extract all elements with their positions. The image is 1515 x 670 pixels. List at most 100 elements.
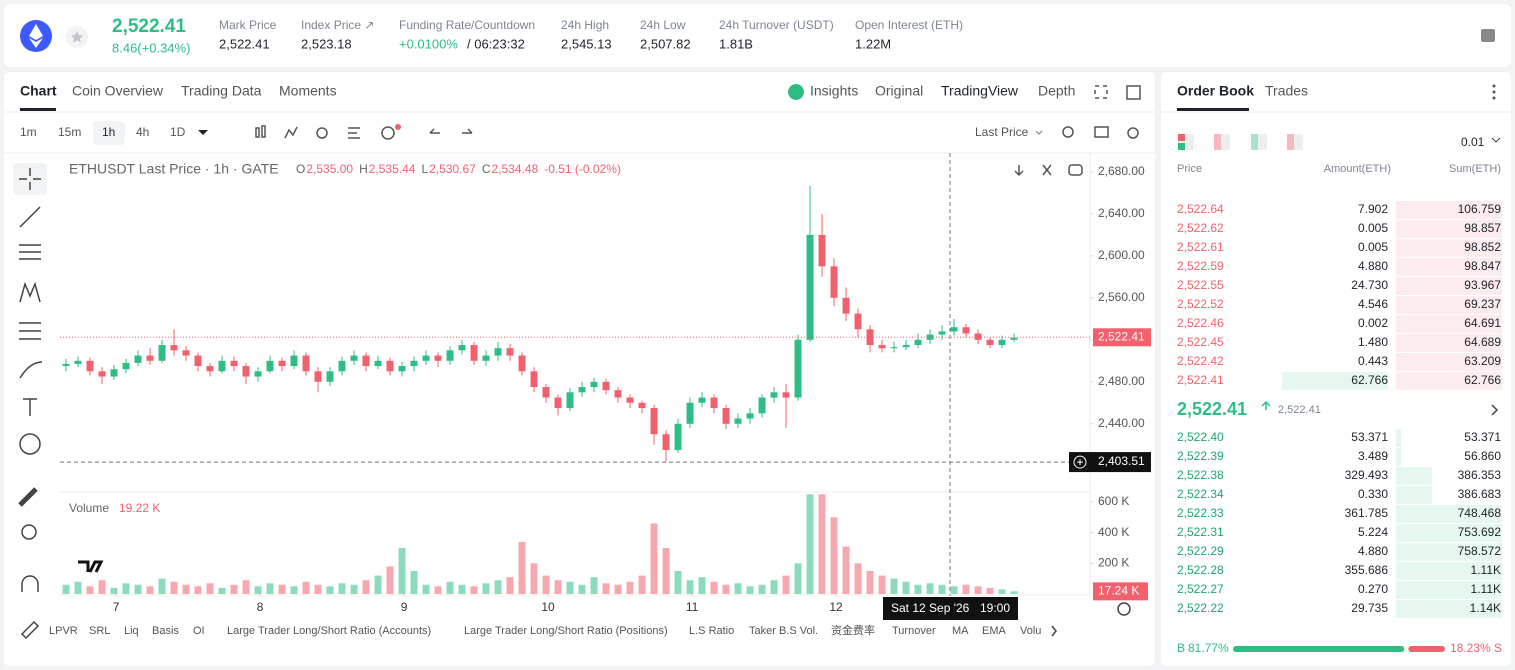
emoji-tool[interactable]: [19, 433, 41, 455]
pattern-tool[interactable]: [19, 281, 41, 303]
indicator[interactable]: Large Trader Long/Short Ratio (Positions…: [464, 625, 668, 637]
crosshair-plus[interactable]: [1073, 455, 1087, 469]
magnet-tool[interactable]: [21, 575, 39, 592]
crosshair-price: 2,403.51: [1098, 454, 1145, 468]
volume-bar: [926, 583, 934, 594]
view-tab[interactable]: Original: [875, 83, 923, 99]
ohlc-legend: 2,535.44: [369, 162, 416, 176]
indicator[interactable]: SRL: [89, 625, 110, 637]
zoom-tool[interactable]: [21, 524, 37, 540]
indicator[interactable]: Turnover: [892, 625, 936, 637]
window-icon[interactable]: [1126, 85, 1141, 100]
line-tool[interactable]: [19, 206, 41, 228]
interval[interactable]: 1D: [170, 125, 186, 139]
camera-icon[interactable]: [1094, 126, 1109, 138]
ruler-tool[interactable]: [18, 487, 38, 507]
gear-icon[interactable]: [1127, 127, 1139, 139]
tab[interactable]: Trading Data: [181, 83, 262, 99]
candle-icon[interactable]: [255, 127, 260, 138]
ob-sum: 98.852: [1464, 240, 1501, 254]
settings-icon[interactable]: [1481, 29, 1495, 42]
edit-tool[interactable]: [20, 620, 40, 640]
candle-body: [146, 355, 154, 361]
buy-ratio: 81.77%: [1188, 641, 1229, 655]
add-icon[interactable]: [381, 126, 395, 140]
interval[interactable]: 1m: [20, 125, 37, 139]
precision-caret[interactable]: [1491, 137, 1501, 143]
indicator[interactable]: Volu: [1020, 625, 1041, 637]
tab[interactable]: Moments: [279, 83, 337, 99]
axis-settings[interactable]: [1117, 602, 1131, 616]
interval[interactable]: 1h: [102, 125, 115, 139]
scroll-icon[interactable]: [1014, 165, 1024, 177]
candle-body: [734, 418, 742, 424]
ob-amount: 0.005: [1358, 240, 1388, 254]
crosshair-tool[interactable]: [19, 168, 41, 190]
dropdown-caret[interactable]: [198, 130, 208, 135]
volume-tick-label: 400 K: [1098, 525, 1129, 539]
chart-panel: [4, 72, 1155, 666]
scroll-right[interactable]: [1051, 625, 1057, 637]
volume-bar: [410, 570, 418, 594]
indicator[interactable]: Large Trader Long/Short Ratio (Accounts): [227, 625, 431, 637]
indicator[interactable]: L.S Ratio: [689, 625, 734, 637]
volume-bar: [578, 584, 586, 594]
position-tool[interactable]: [19, 322, 41, 340]
tab[interactable]: Coin Overview: [72, 83, 164, 99]
volume-value: 19.22 K: [119, 501, 160, 515]
candle-body: [602, 381, 610, 391]
indicator[interactable]: MA: [952, 625, 969, 637]
ob-sum: 69.237: [1464, 297, 1501, 311]
more-arrow[interactable]: [1491, 404, 1499, 416]
ob-sum: 1.14K: [1470, 601, 1501, 615]
indicator[interactable]: Taker B.S Vol.: [749, 625, 818, 637]
indicator[interactable]: 资金费率: [831, 623, 875, 637]
stat-value: / 06:23:32: [467, 36, 525, 51]
ob-amount: 0.002: [1358, 316, 1388, 330]
ob-amount: 53.371: [1351, 430, 1388, 444]
view-tab[interactable]: TradingView: [941, 83, 1019, 99]
candle-body: [458, 345, 466, 351]
indicator[interactable]: OI: [193, 625, 205, 637]
candle-body: [206, 366, 214, 372]
sell-ratio: 18.23%: [1450, 641, 1491, 655]
indicator-icon[interactable]: [284, 126, 298, 139]
reset-icon[interactable]: [1068, 164, 1083, 176]
indicator[interactable]: Basis: [152, 625, 179, 637]
price-type[interactable]: Last Price: [975, 125, 1029, 139]
amount-bar: [1282, 372, 1388, 390]
ob-tab[interactable]: Trades: [1265, 83, 1308, 99]
volume-bar: [866, 570, 874, 594]
interval[interactable]: 4h: [136, 125, 149, 139]
refresh-icon[interactable]: [316, 127, 328, 139]
interval[interactable]: 15m: [58, 125, 81, 139]
depth-bar: [1396, 239, 1502, 257]
redo-icon[interactable]: [462, 128, 473, 134]
text-tool[interactable]: [23, 398, 37, 416]
ob-amount: 3.489: [1358, 449, 1388, 463]
candle-body: [158, 345, 166, 361]
candle-icon[interactable]: [261, 125, 266, 138]
stat-label: Mark Price: [219, 18, 277, 32]
candle-body: [722, 408, 730, 424]
precision[interactable]: 0.01: [1461, 135, 1485, 149]
brush-tool[interactable]: [19, 361, 43, 379]
collapse-icon[interactable]: [1042, 164, 1052, 176]
view-tab[interactable]: Depth: [1038, 83, 1075, 99]
fib-tool[interactable]: [19, 244, 41, 260]
ob-tab[interactable]: Order Book: [1177, 83, 1254, 99]
indicator[interactable]: LPVR: [49, 625, 78, 637]
view-tab[interactable]: Insights: [810, 83, 858, 99]
sell-key: S: [1494, 641, 1502, 655]
candle-body: [962, 327, 970, 334]
indicator[interactable]: EMA: [982, 625, 1007, 637]
tab[interactable]: Chart: [20, 83, 57, 99]
stat-label: 24h High: [561, 18, 609, 32]
buy-key: B: [1177, 641, 1185, 655]
undo-icon[interactable]: [429, 128, 440, 134]
indicator[interactable]: Liq: [124, 625, 139, 637]
template-icon[interactable]: [348, 127, 360, 139]
search-icon[interactable]: [1062, 126, 1074, 138]
layout-glyph: [1214, 134, 1221, 150]
fullscreen-icon[interactable]: [1094, 85, 1108, 99]
